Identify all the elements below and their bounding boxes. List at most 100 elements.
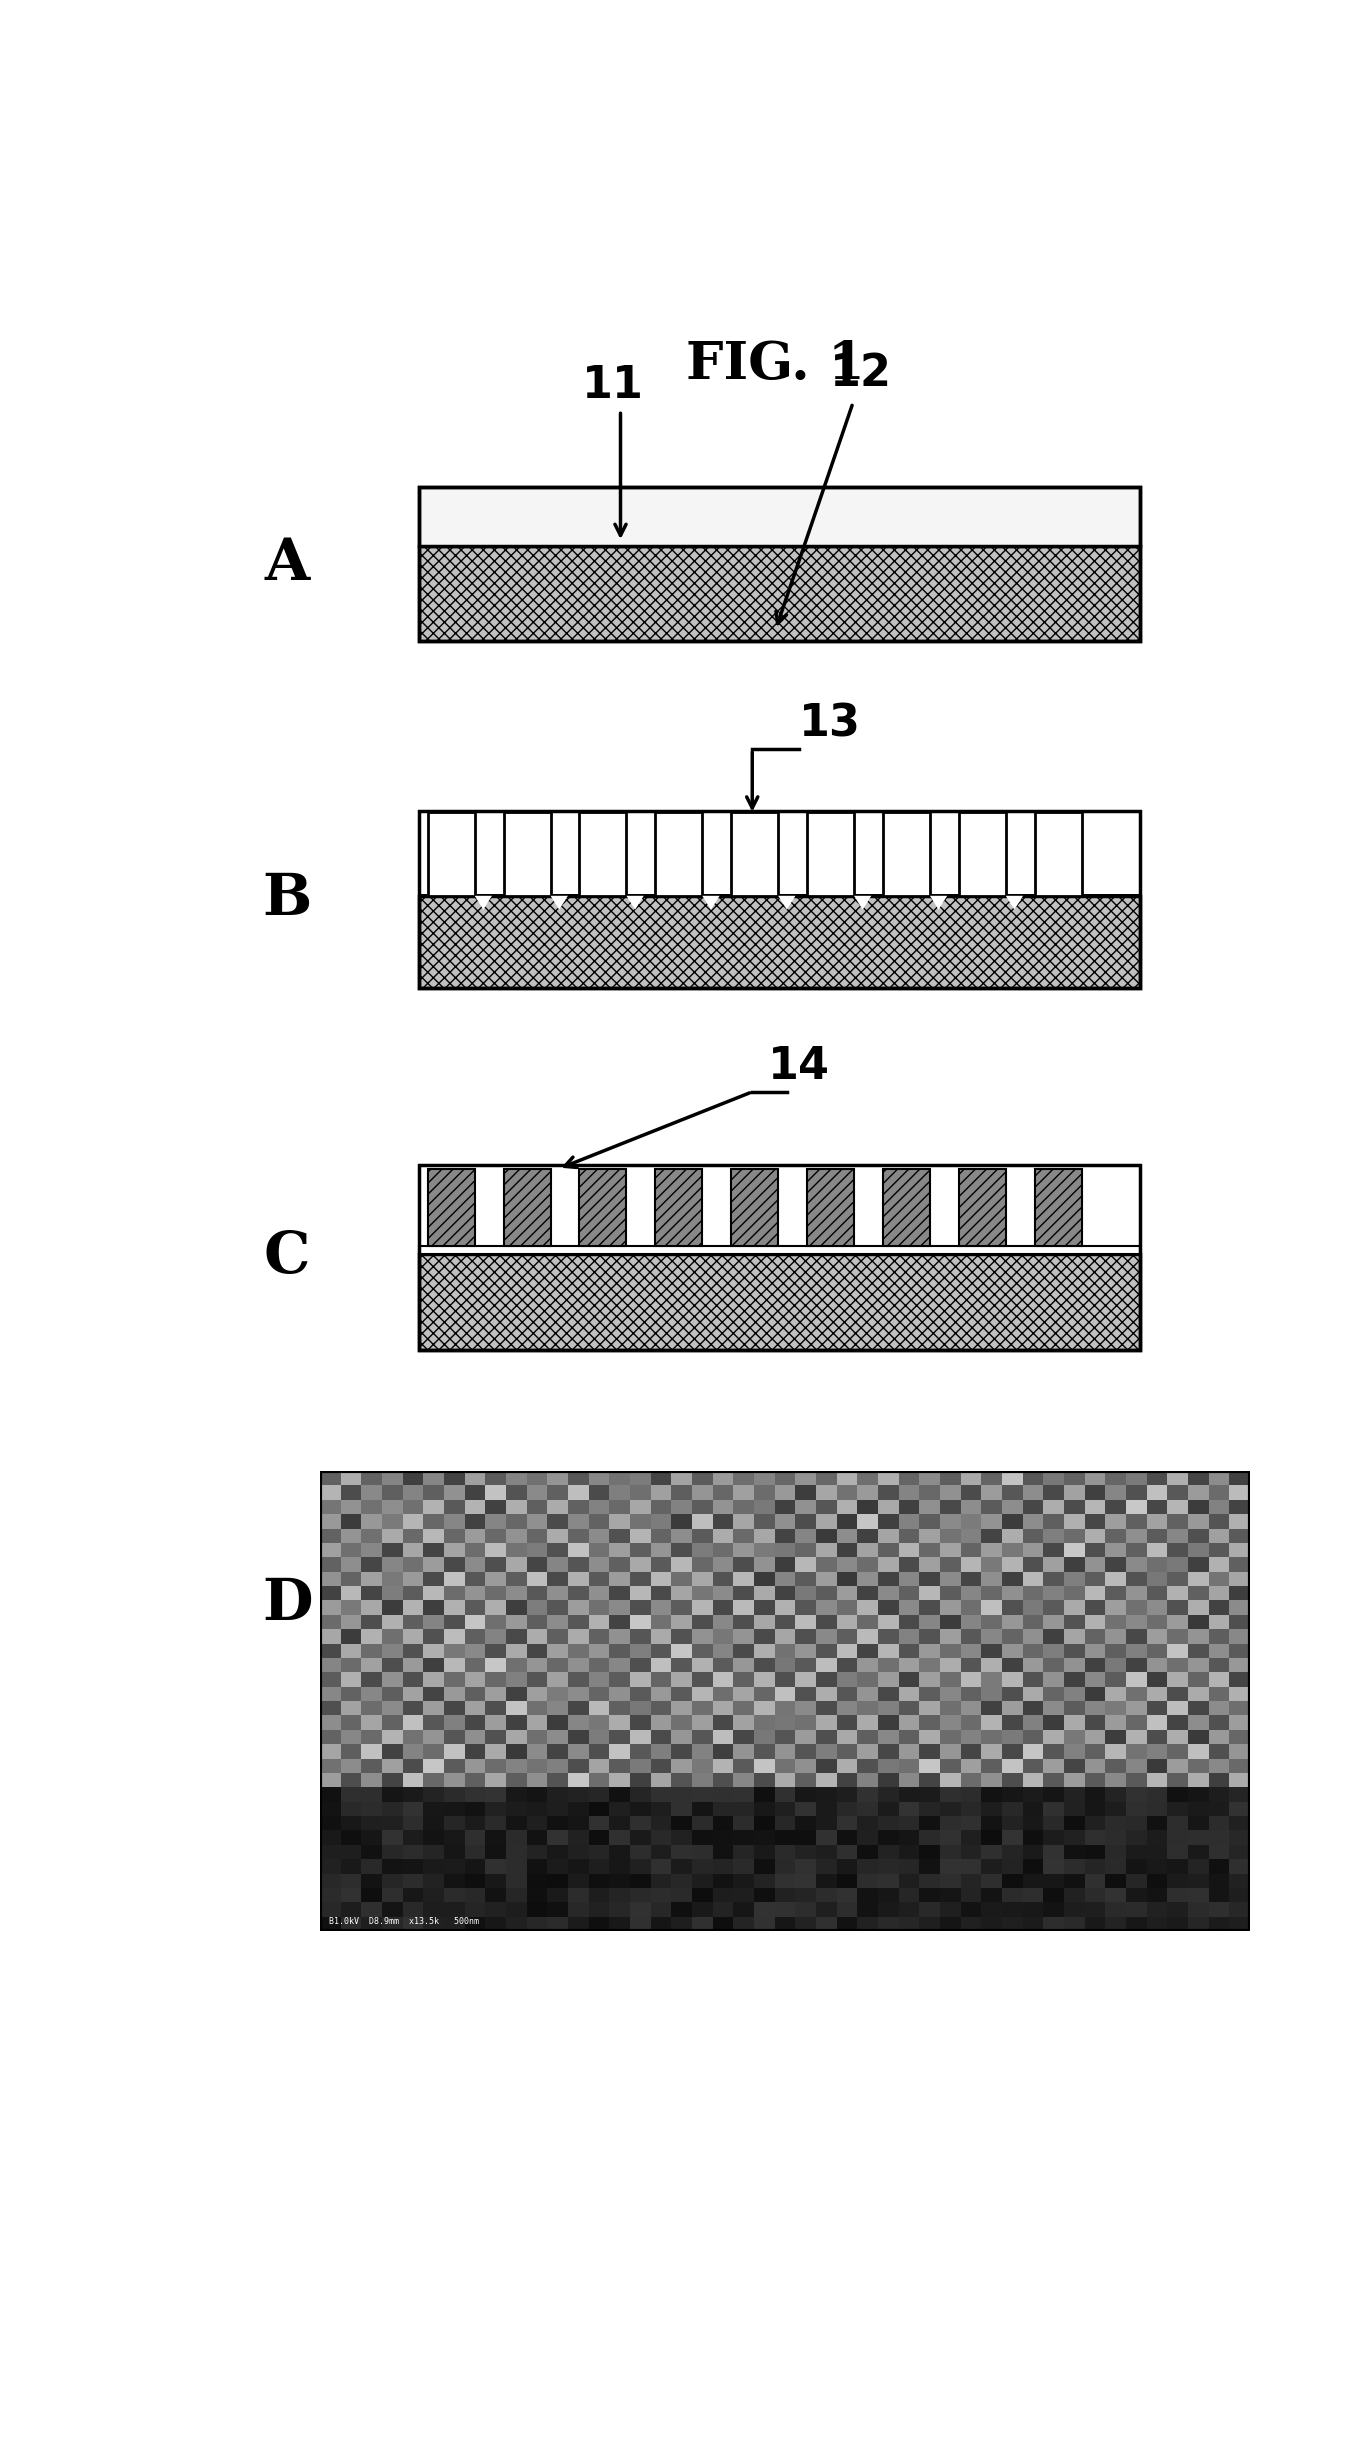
Bar [1023, 1571, 1044, 1586]
Bar [465, 1831, 486, 1846]
Bar [527, 1831, 547, 1846]
Bar [651, 1860, 672, 1873]
Bar [506, 1787, 527, 1801]
Bar [754, 1686, 774, 1701]
Bar [692, 1515, 713, 1529]
Bar [445, 1860, 465, 1873]
Bar [486, 1542, 506, 1556]
Bar [1230, 1787, 1250, 1801]
Bar [486, 1772, 506, 1787]
Bar [320, 1529, 341, 1542]
Bar [940, 1672, 960, 1686]
Bar [547, 1745, 568, 1757]
Bar [1023, 1772, 1044, 1787]
Bar [672, 1716, 692, 1730]
Bar [713, 1515, 733, 1529]
Bar [631, 1801, 651, 1816]
Bar [692, 1471, 713, 1485]
Bar [940, 1846, 960, 1860]
Bar [713, 1860, 733, 1873]
Bar [445, 1730, 465, 1745]
Bar [815, 1887, 837, 1902]
Bar [981, 1757, 1001, 1772]
Bar [960, 1917, 981, 1931]
Text: 11: 11 [581, 363, 644, 407]
Bar [1064, 1657, 1085, 1672]
Bar [341, 1571, 361, 1586]
Bar [919, 1745, 940, 1757]
Bar [1085, 1515, 1105, 1529]
Bar [402, 1902, 423, 1917]
Bar [506, 1917, 527, 1931]
Bar [486, 1615, 506, 1630]
Bar [1023, 1801, 1044, 1816]
Bar [651, 1873, 672, 1887]
Bar [631, 1860, 651, 1873]
Bar [588, 1542, 609, 1556]
Bar [506, 1485, 527, 1500]
Bar [1064, 1772, 1085, 1787]
Bar [774, 1485, 795, 1500]
Bar [1064, 1542, 1085, 1556]
Bar [631, 1471, 651, 1485]
Bar [1126, 1586, 1146, 1601]
Bar [692, 1672, 713, 1686]
Bar [733, 1686, 754, 1701]
Bar [547, 1917, 568, 1931]
Bar [733, 1730, 754, 1745]
Bar [1187, 1887, 1209, 1902]
Bar [692, 1917, 713, 1931]
Bar [320, 1860, 341, 1873]
Bar [1044, 1630, 1064, 1645]
Bar [1126, 1686, 1146, 1701]
Bar [465, 1500, 486, 1515]
Bar [1044, 1772, 1064, 1787]
Bar [609, 1556, 631, 1571]
Bar [713, 1645, 733, 1657]
Bar [1023, 1500, 1044, 1515]
Bar [858, 1672, 878, 1686]
Bar [1167, 1816, 1187, 1831]
Bar [692, 1615, 713, 1630]
Bar [981, 1716, 1001, 1730]
Bar [1085, 1787, 1105, 1801]
Bar [815, 1485, 837, 1500]
Bar [465, 1657, 486, 1672]
Bar [754, 1657, 774, 1672]
Bar [1001, 1757, 1023, 1772]
Bar [815, 1571, 837, 1586]
Bar [858, 1485, 878, 1500]
Bar [1230, 1672, 1250, 1686]
Bar [445, 1716, 465, 1730]
Bar [1064, 1601, 1085, 1615]
Bar [960, 1645, 981, 1657]
Bar [1187, 1500, 1209, 1515]
Bar [1064, 1686, 1085, 1701]
Bar [899, 1787, 919, 1801]
Bar [1187, 1485, 1209, 1500]
Bar [402, 1471, 423, 1485]
Bar [899, 1542, 919, 1556]
Bar [858, 1542, 878, 1556]
Bar [807, 811, 854, 895]
Bar [815, 1686, 837, 1701]
Bar [1167, 1860, 1187, 1873]
Bar [631, 1831, 651, 1846]
Bar [878, 1801, 899, 1816]
Bar [382, 1500, 402, 1515]
Bar [919, 1716, 940, 1730]
Bar [940, 1873, 960, 1887]
Bar [981, 1816, 1001, 1831]
Bar [486, 1745, 506, 1757]
Bar [547, 1645, 568, 1657]
Bar [1064, 1471, 1085, 1485]
Bar [486, 1645, 506, 1657]
Bar [795, 1831, 815, 1846]
Bar [815, 1772, 837, 1787]
Bar [361, 1471, 382, 1485]
Bar [1064, 1615, 1085, 1630]
Bar [423, 1529, 445, 1542]
Bar [919, 1772, 940, 1787]
Bar [527, 1757, 547, 1772]
Bar [568, 1615, 588, 1630]
